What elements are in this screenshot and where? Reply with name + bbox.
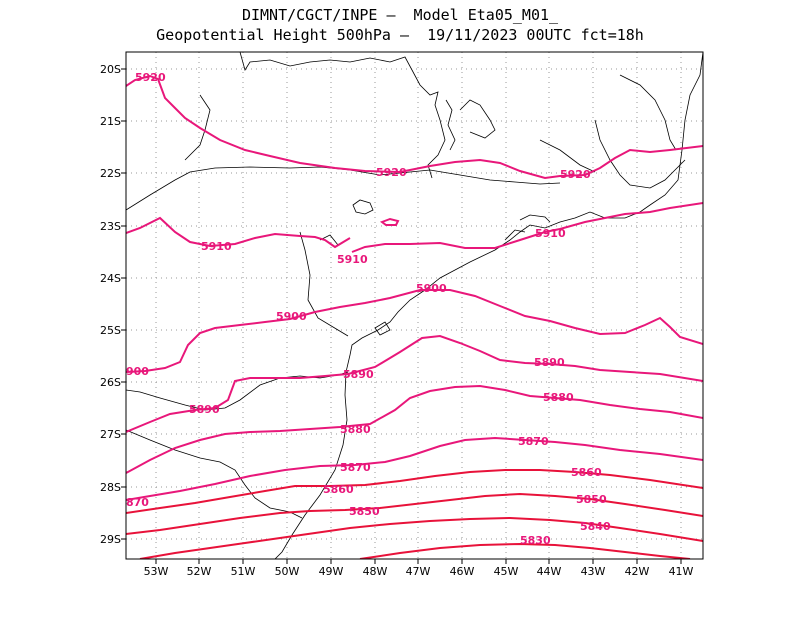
contour-label: 5870 [340,461,371,474]
lat-label: 23S [100,220,121,233]
contour-5850 [126,492,703,535]
contour-label: 5860 [323,483,354,496]
contour-label: 5920 [560,168,591,181]
contour-label: 5840 [580,520,611,533]
coastline [126,52,703,559]
lat-label: 29S [100,533,121,546]
tick-marks [121,68,682,564]
grid [126,52,703,559]
lon-label: 47W [406,565,431,578]
lat-label: 26S [100,376,121,389]
lat-label: 20S [100,63,121,76]
contour-5890 [126,334,703,433]
height-contours [126,74,703,559]
contour-label: 5890 [534,356,565,369]
lon-label: 52W [187,565,212,578]
lon-label: 41W [669,565,694,578]
contour-label: 5910 [535,227,566,240]
contour-5840 [139,516,703,559]
lon-label: 46W [450,565,475,578]
contour-5920-west [126,74,401,173]
longitude-axis: 53W 52W 51W 50W 49W 48W 47W 46W 45W 44W … [144,565,694,578]
lon-label: 49W [319,565,344,578]
contour-label: 5890 [189,403,220,416]
contour-5830 [359,542,691,559]
contour-5900 [126,289,703,373]
lat-label: 21S [100,115,121,128]
lat-label: 24S [100,272,121,285]
contour-label: 5910 [337,253,368,266]
contour-label: 5910 [201,240,232,253]
contour-label: 5850 [576,493,607,506]
contour-label: 5890 [343,368,374,381]
map-frame [125,51,704,560]
contour-label: 5900 [416,282,447,295]
contour-label: 5850 [349,505,380,518]
contour-5910-loop [379,217,400,226]
lon-label: 45W [494,565,519,578]
contour-label: 5860 [571,466,602,479]
lon-label: 44W [537,565,562,578]
contour-5910-west [126,216,351,249]
contour-label: 5900 [276,310,307,323]
title-line-1: DIMNT/CGCT/INPE – Model Eta05_M01_ [241,6,559,24]
lat-label: 27S [100,428,121,441]
contour-label: 870 [126,496,149,509]
lat-label: 28S [100,481,121,494]
contour-5860 [126,469,703,514]
contour-label: 900 [126,365,149,378]
contour-label: 5880 [340,423,371,436]
lon-label: 53W [144,565,169,578]
contour-labels: 5920 5920 5920 5910 5910 5910 5900 5900 … [126,71,611,547]
contour-label: 5880 [543,391,574,404]
contour-5920-east [399,145,703,180]
lon-label: 43W [581,565,606,578]
lon-label: 51W [231,565,256,578]
contour-5910-east [351,202,703,253]
lat-label: 22S [100,167,121,180]
contour-label: 5830 [520,534,551,547]
contour-label: 5920 [135,71,166,84]
contour-5870 [126,436,703,501]
contour-5880 [126,384,703,474]
lon-label: 42W [625,565,650,578]
lon-label: 50W [275,565,300,578]
title-line-2: Geopotential Height 500hPa – 19/11/2023 … [156,26,644,44]
latitude-axis: 20S 21S 22S 23S 24S 25S 26S 27S 28S 29S [100,63,121,546]
lon-label: 48W [363,565,388,578]
contour-label: 5870 [518,435,549,448]
contour-label: 5920 [376,166,407,179]
lat-label: 25S [100,324,121,337]
